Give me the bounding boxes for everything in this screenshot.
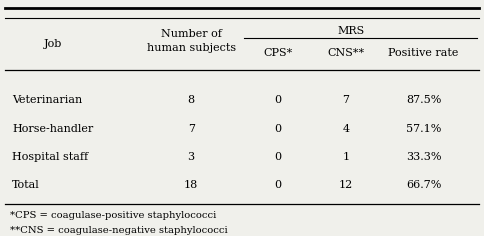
Text: 3: 3	[188, 152, 195, 162]
Text: 7: 7	[343, 95, 349, 105]
Text: 1: 1	[343, 152, 349, 162]
Text: 4: 4	[343, 124, 349, 134]
Text: CPS*: CPS*	[264, 48, 293, 58]
Text: Horse-handler: Horse-handler	[12, 124, 93, 134]
Text: *CPS = coagulase-positive staphylococci: *CPS = coagulase-positive staphylococci	[10, 211, 216, 220]
Text: 0: 0	[275, 152, 282, 162]
Text: human subjects: human subjects	[147, 43, 236, 53]
Text: Job: Job	[44, 39, 62, 49]
Text: 7: 7	[188, 124, 195, 134]
Text: 8: 8	[188, 95, 195, 105]
Text: Hospital staff: Hospital staff	[12, 152, 88, 162]
Text: CNS**: CNS**	[328, 48, 364, 58]
Text: 0: 0	[275, 95, 282, 105]
Text: 12: 12	[339, 180, 353, 190]
Text: 66.7%: 66.7%	[406, 180, 441, 190]
Text: Positive rate: Positive rate	[388, 48, 459, 58]
Text: 0: 0	[275, 124, 282, 134]
Text: 33.3%: 33.3%	[406, 152, 441, 162]
Text: Number of: Number of	[161, 29, 222, 39]
Text: **CNS = coagulase-negative staphylococci: **CNS = coagulase-negative staphylococci	[10, 226, 227, 235]
Text: 87.5%: 87.5%	[406, 95, 441, 105]
Text: Veterinarian: Veterinarian	[12, 95, 82, 105]
Text: 0: 0	[275, 180, 282, 190]
Text: MRS: MRS	[337, 26, 364, 36]
Text: 57.1%: 57.1%	[406, 124, 441, 134]
Text: Total: Total	[12, 180, 40, 190]
Text: 18: 18	[184, 180, 198, 190]
